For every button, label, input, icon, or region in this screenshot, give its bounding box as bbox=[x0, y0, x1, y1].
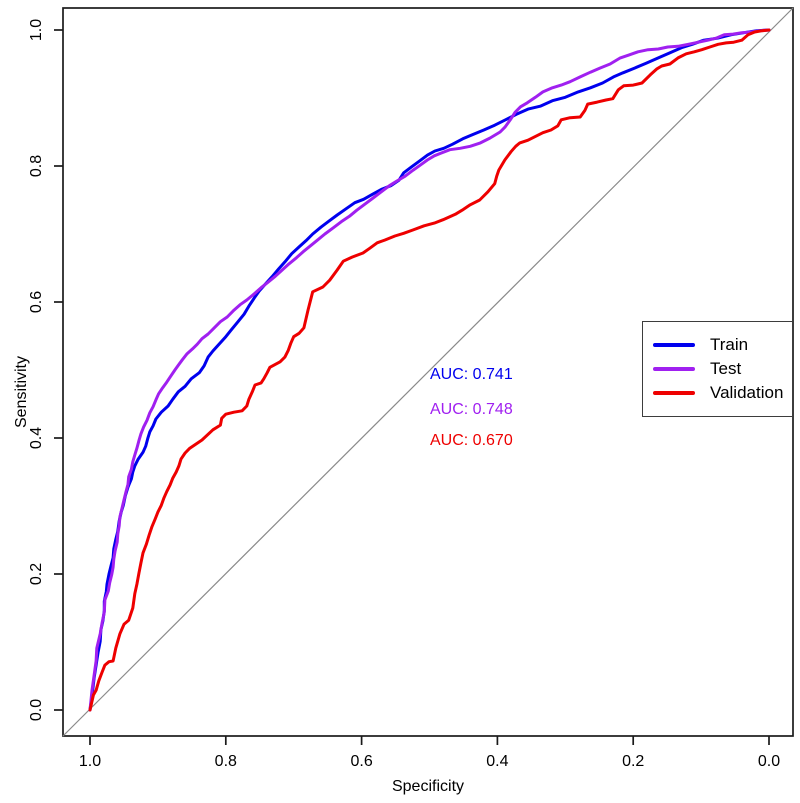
test-curve bbox=[88, 28, 771, 712]
y-tick-label: 0.8 bbox=[28, 154, 45, 178]
legend-item-train: Train bbox=[643, 333, 792, 357]
x-axis-title: Specificity bbox=[391, 778, 465, 795]
test-line-swatch bbox=[653, 367, 695, 371]
legend-item-validation: Validation bbox=[643, 381, 792, 405]
x-tick-label: 1.0 bbox=[78, 753, 102, 770]
plot-border bbox=[62, 7, 794, 737]
train-line-swatch bbox=[653, 343, 695, 347]
x-tick-label: 0.6 bbox=[350, 753, 373, 770]
y-tick-label: 0.6 bbox=[28, 290, 45, 314]
validation-curve bbox=[88, 28, 771, 712]
x-tick-label: 0.2 bbox=[622, 753, 645, 770]
legend-label-validation: Validation bbox=[710, 383, 784, 402]
y-tick-label: 0.0 bbox=[28, 698, 45, 722]
auc-annotation-train: AUC: 0.741 bbox=[430, 366, 513, 383]
validation-line-swatch bbox=[653, 391, 695, 395]
y-axis-title: Sensitivity bbox=[13, 355, 30, 429]
legend: Train Test Validation bbox=[642, 321, 793, 417]
diagonal-reference-line bbox=[62, 7, 794, 737]
y-tick-label: 1.0 bbox=[28, 18, 45, 42]
x-tick-label: 0.0 bbox=[757, 753, 781, 770]
x-tick-label: 0.8 bbox=[214, 753, 237, 770]
y-tick-label: 0.2 bbox=[28, 562, 45, 586]
auc-annotation-test: AUC: 0.748 bbox=[430, 401, 513, 418]
auc-annotation-validation: AUC: 0.670 bbox=[430, 432, 513, 449]
legend-label-train: Train bbox=[710, 335, 749, 354]
x-tick-label: 0.4 bbox=[486, 753, 509, 770]
legend-label-test: Test bbox=[710, 359, 742, 378]
legend-item-test: Test bbox=[643, 357, 792, 381]
